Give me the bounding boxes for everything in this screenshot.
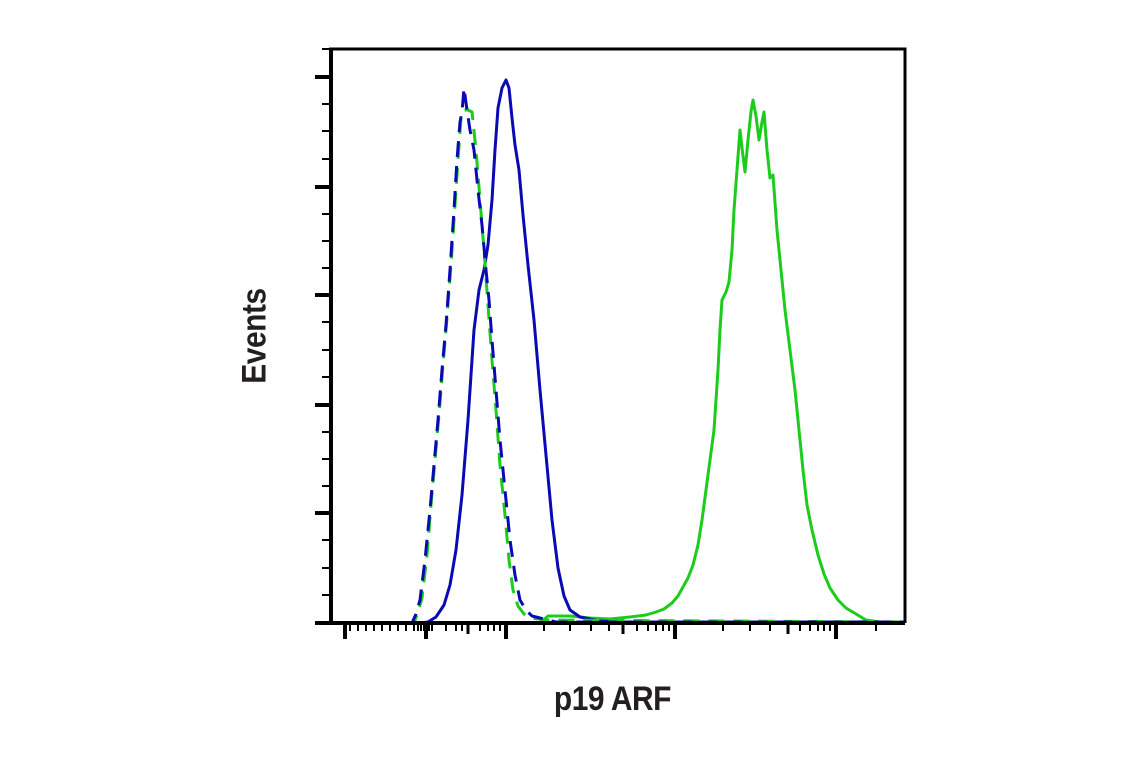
series-blue-solid: [331, 78, 905, 625]
plot-frame: [315, 47, 907, 625]
series-green-dashed: [331, 108, 906, 625]
x-axis-ticks: [343, 623, 877, 639]
y-axis-ticks: [315, 48, 331, 625]
x-axis-label: p19 ARF: [553, 680, 672, 718]
series-blue-dashed: [331, 86, 905, 625]
y-axis-title: Events: [235, 288, 274, 384]
series-green-solid: [331, 98, 905, 625]
series-layer: [331, 78, 906, 625]
x-axis-title: p19 ARF: [73, 680, 1077, 719]
